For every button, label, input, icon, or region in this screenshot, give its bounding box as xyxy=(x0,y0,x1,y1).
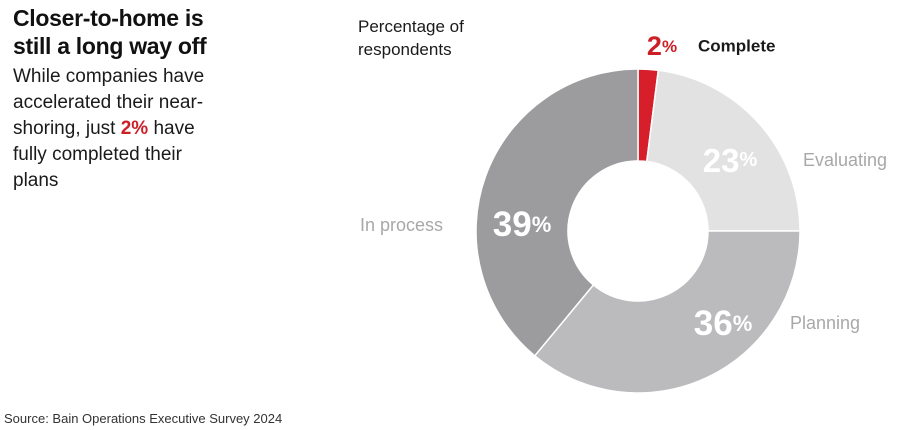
value-label-complete: 2% xyxy=(647,31,677,61)
dek-line-2: accelerated their near- xyxy=(13,92,204,113)
headline-line-2: still a long way off xyxy=(13,33,207,59)
category-label-planning: Planning xyxy=(790,313,860,333)
category-label-evaluating: Evaluating xyxy=(803,150,887,170)
value-label-in-process: 39% xyxy=(493,205,552,244)
source-note: Source: Bain Operations Executive Survey… xyxy=(4,411,283,426)
slice-in-process xyxy=(475,68,639,357)
value-label-planning: 36% xyxy=(694,304,753,343)
dek-highlight: 2% xyxy=(120,118,149,139)
dek-line-5: plans xyxy=(13,170,59,191)
chart-note-line-2: respondents xyxy=(358,40,452,59)
dek-line-1: While companies have xyxy=(13,66,205,87)
dek-line-3: shoring, just 2% have xyxy=(13,116,263,142)
value-label-evaluating: 23% xyxy=(703,142,758,179)
chart-note-line-1: Percentage of xyxy=(358,17,464,36)
slice-evaluating xyxy=(645,69,801,232)
dek: While companies have accelerated their n… xyxy=(13,64,263,194)
category-label-complete: Complete xyxy=(698,37,775,56)
dek-line-4: fully completed their xyxy=(13,144,182,165)
dek-text: shoring, just xyxy=(13,118,121,139)
dek-text: have xyxy=(148,118,195,139)
headline-line-1: Closer-to-home is xyxy=(13,5,204,31)
chart-note: Percentage of respondents xyxy=(358,15,464,61)
category-label-in-process: In process xyxy=(360,215,443,235)
headline: Closer-to-home is still a long way off xyxy=(13,4,273,60)
slice-planning xyxy=(533,230,801,394)
